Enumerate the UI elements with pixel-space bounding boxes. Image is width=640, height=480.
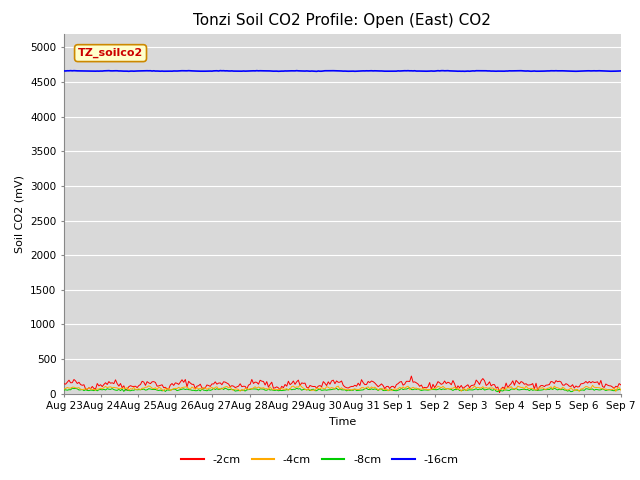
- Y-axis label: Soil CO2 (mV): Soil CO2 (mV): [15, 175, 24, 252]
- Text: TZ_soilco2: TZ_soilco2: [78, 48, 143, 58]
- X-axis label: Time: Time: [329, 417, 356, 427]
- Title: Tonzi Soil CO2 Profile: Open (East) CO2: Tonzi Soil CO2 Profile: Open (East) CO2: [193, 13, 492, 28]
- Legend: -2cm, -4cm, -8cm, -16cm: -2cm, -4cm, -8cm, -16cm: [177, 451, 463, 469]
